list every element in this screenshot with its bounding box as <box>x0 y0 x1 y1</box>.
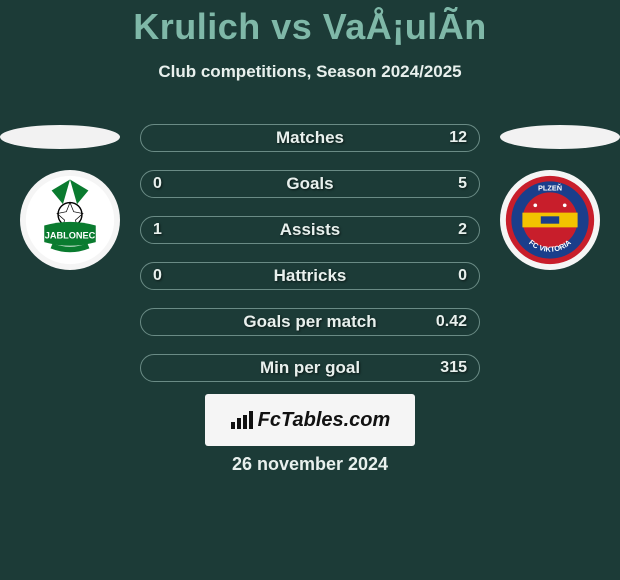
viktoria-plzen-logo-icon: PLZEŇ FC VIKTORIA <box>504 174 596 266</box>
brand-chart-icon <box>230 410 254 430</box>
stat-label: Matches <box>141 128 479 148</box>
stat-right-value: 315 <box>440 359 467 377</box>
brand-label: FcTables.com <box>230 409 391 432</box>
ellipse-decor-left <box>0 125 120 149</box>
stat-row-matches: Matches 12 <box>140 124 480 152</box>
brand-text: FcTables.com <box>258 409 391 432</box>
svg-text:JABLONEC: JABLONEC <box>45 230 96 240</box>
stat-left-value: 0 <box>153 175 162 193</box>
stat-row-goals: 0 Goals 5 <box>140 170 480 198</box>
stat-left-value: 1 <box>153 221 162 239</box>
stat-row-gpm: Goals per match 0.42 <box>140 308 480 336</box>
svg-text:PLZEŇ: PLZEŇ <box>538 184 562 193</box>
stat-label: Goals <box>141 174 479 194</box>
stat-row-mpg: Min per goal 315 <box>140 354 480 382</box>
footer-date: 26 november 2024 <box>0 454 620 475</box>
page-title: Krulich vs VaÅ¡ulÃ­n <box>0 0 620 48</box>
stat-right-value: 2 <box>458 221 467 239</box>
stats-container: Matches 12 0 Goals 5 1 Assists 2 0 Hattr… <box>140 124 480 400</box>
brand-box: FcTables.com <box>205 394 415 446</box>
stat-right-value: 5 <box>458 175 467 193</box>
page-subtitle: Club competitions, Season 2024/2025 <box>0 62 620 82</box>
stat-label: Min per goal <box>141 358 479 378</box>
stat-right-value: 0 <box>458 267 467 285</box>
stat-label: Assists <box>141 220 479 240</box>
stat-label: Goals per match <box>141 312 479 332</box>
stat-left-value: 0 <box>153 267 162 285</box>
stat-label: Hattricks <box>141 266 479 286</box>
stat-row-assists: 1 Assists 2 <box>140 216 480 244</box>
club-logo-left: JABLONEC <box>20 170 120 270</box>
jablonec-logo-icon: JABLONEC <box>24 174 116 266</box>
stat-row-hattricks: 0 Hattricks 0 <box>140 262 480 290</box>
stat-right-value: 12 <box>449 129 467 147</box>
ellipse-decor-right <box>500 125 620 149</box>
stat-right-value: 0.42 <box>436 313 467 331</box>
club-logo-right: PLZEŇ FC VIKTORIA <box>500 170 600 270</box>
